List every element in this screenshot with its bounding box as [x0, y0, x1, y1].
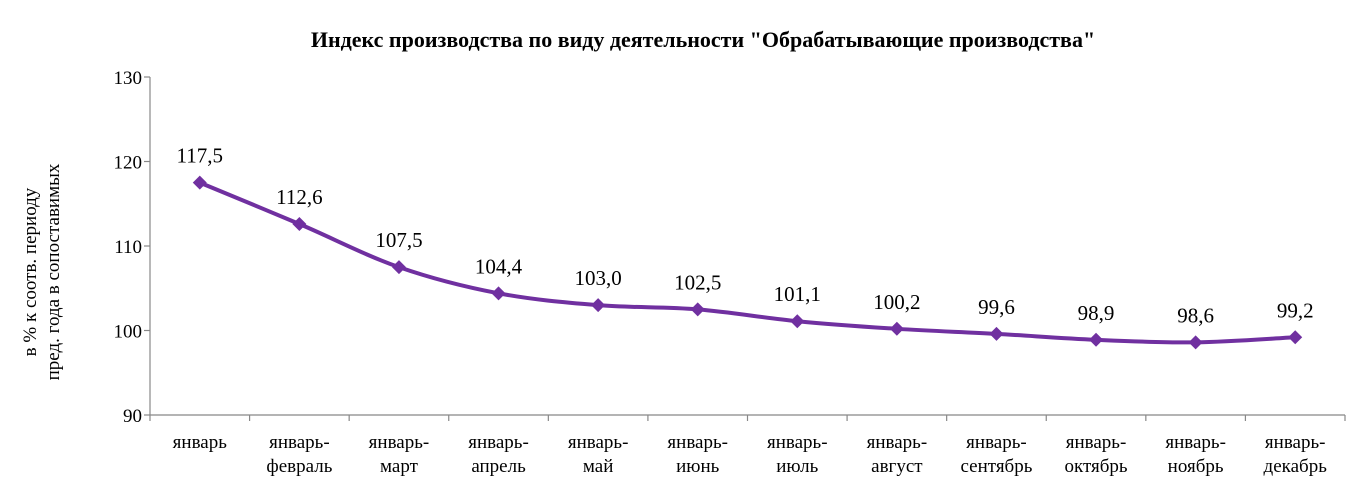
data-point-marker — [292, 217, 307, 232]
y-axis-label-line-1: в % к соотв. периоду — [20, 187, 41, 356]
y-tick-label: 100 — [114, 322, 143, 343]
x-tick-label-line: январь- — [468, 432, 529, 453]
x-tick-label: январь-июнь — [667, 432, 728, 477]
data-label: 100,2 — [873, 290, 920, 314]
x-tick-label-line: январь- — [1265, 432, 1326, 453]
x-tick-label-line: январь- — [269, 432, 330, 453]
data-label: 112,6 — [276, 185, 322, 209]
data-point-marker — [591, 298, 606, 313]
data-point-marker — [1089, 332, 1104, 347]
x-tick-label-line: январь — [173, 432, 228, 453]
x-tick-label: январь-июль — [767, 432, 828, 477]
x-tick-label: январь-март — [369, 432, 430, 477]
data-label: 102,5 — [674, 270, 721, 294]
series — [199, 180, 1296, 345]
data-point-marker — [989, 326, 1004, 341]
x-tick-label: январь-август — [867, 432, 928, 477]
data-label: 107,5 — [375, 228, 422, 252]
data-point-marker — [790, 314, 805, 329]
x-tick-label-line: декабрь — [1264, 456, 1328, 477]
x-tick-label-line: май — [583, 456, 614, 477]
x-tick-label-line: январь- — [667, 432, 728, 453]
data-label: 99,6 — [978, 295, 1015, 319]
x-tick-label-line: январь- — [568, 432, 629, 453]
y-axis-label: в % к соотв. периоду пред. года в сопост… — [20, 163, 64, 380]
x-tick-label: январь-апрель — [468, 432, 529, 477]
y-axis-label-line-2: пред. года в сопоставимых — [43, 163, 64, 380]
x-tick-label: январь-декабрь — [1264, 432, 1328, 477]
data-markers — [192, 175, 1303, 350]
x-tick-label-line: январь- — [1165, 432, 1226, 453]
x-tick-label: январь-октябрь — [1064, 432, 1127, 477]
x-tick-label: январь-февраль — [266, 432, 332, 477]
x-axis-ticks: январь январь-февральянварь-мартянварь-ап… — [149, 415, 1346, 477]
x-tick-label-line: ноябрь — [1168, 456, 1224, 477]
x-tick-label-line: август — [871, 456, 923, 477]
y-tick-label: 120 — [114, 153, 143, 174]
x-tick-label: январь-ноябрь — [1165, 432, 1226, 477]
data-label: 101,1 — [774, 282, 821, 306]
y-tick-label: 110 — [114, 237, 142, 258]
data-point-marker — [391, 260, 406, 275]
data-point-marker — [491, 286, 506, 301]
x-tick-label-line: июнь — [676, 456, 720, 477]
data-point-marker — [889, 321, 904, 336]
x-tick-label: январь-сентябрь — [961, 432, 1033, 477]
x-tick-label: январь — [173, 432, 228, 453]
series-line — [199, 180, 1296, 345]
x-tick-label-line: январь- — [867, 432, 928, 453]
x-tick-label-line: январь- — [1066, 432, 1127, 453]
data-label: 104,4 — [475, 254, 523, 278]
data-label: 98,9 — [1078, 301, 1115, 325]
data-point-marker — [1188, 335, 1203, 350]
x-tick-label-line: февраль — [266, 456, 332, 477]
chart-title: Индекс производства по виду деятельности… — [311, 27, 1095, 52]
x-tick-label-line: январь- — [767, 432, 828, 453]
data-point-marker — [192, 175, 207, 190]
data-label: 117,5 — [177, 144, 223, 168]
data-label: 98,6 — [1177, 303, 1214, 327]
x-tick-label: январь-май — [568, 432, 629, 477]
x-tick-label-line: январь- — [966, 432, 1027, 453]
data-point-marker — [690, 302, 705, 317]
data-label: 99,2 — [1277, 298, 1314, 322]
y-tick-label: 90 — [123, 406, 142, 427]
x-tick-label-line: сентябрь — [961, 456, 1033, 477]
y-axis-ticks: 90 100 110 120 130 — [114, 68, 150, 427]
x-tick-label-line: январь- — [369, 432, 430, 453]
y-tick-label: 130 — [114, 68, 143, 89]
axes — [149, 77, 1345, 416]
x-tick-label-line: апрель — [471, 456, 526, 477]
x-tick-label-line: июль — [776, 456, 818, 477]
x-tick-label-line: октябрь — [1064, 456, 1127, 477]
data-label: 103,0 — [575, 266, 622, 290]
data-point-marker — [1288, 330, 1303, 345]
data-labels: 117,5 112,6 107,5 104,4 103,0 102,5 101,1 100,2… — [177, 144, 1314, 328]
x-tick-label-line: март — [380, 456, 419, 477]
